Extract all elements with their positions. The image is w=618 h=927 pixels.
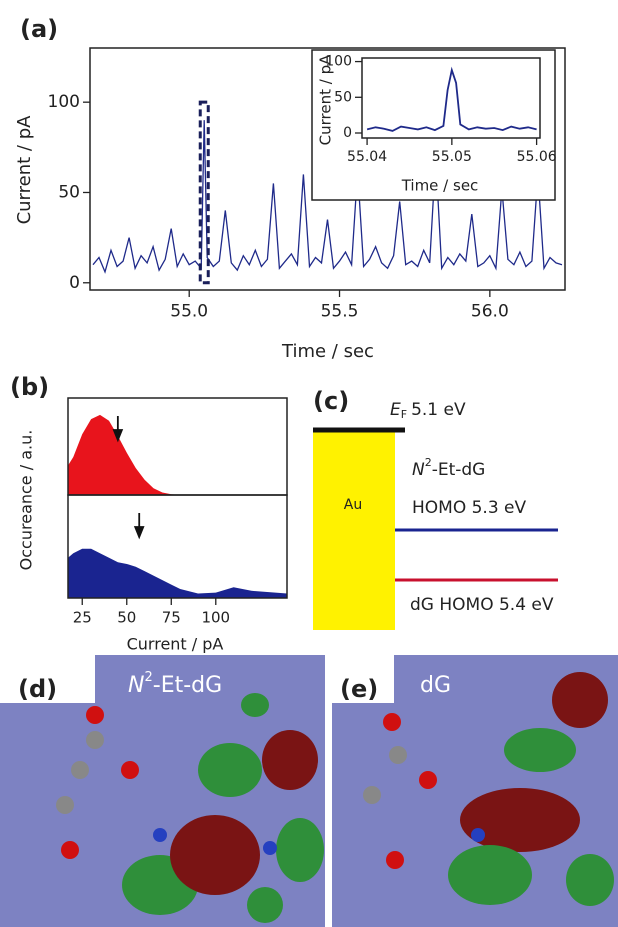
y-tick-label: 0: [69, 273, 80, 293]
atom: [71, 761, 89, 779]
y-tick-label: 50: [334, 89, 352, 105]
x-tick-label: 55.04: [347, 149, 387, 165]
molecule-text: -Et-dG: [153, 673, 222, 698]
panel-label: (d): [18, 675, 57, 703]
arrow: [135, 513, 143, 537]
orbital-lobe: [460, 788, 580, 852]
orbital-lobe: [262, 730, 318, 790]
area: [68, 415, 287, 495]
atom: [153, 828, 167, 842]
panel-label: (c): [313, 387, 349, 415]
fermi-label: EF 5.1 eV: [390, 400, 466, 421]
metal-block: [313, 430, 395, 630]
molecule-label: N2-Et-dG: [412, 456, 485, 480]
energy-level-label: HOMO 5.3 eV: [412, 498, 527, 518]
molecule-text: -Et-dG: [432, 460, 486, 480]
atom: [419, 771, 437, 789]
orbital-lobe: [504, 728, 576, 772]
molecule-name: N2-Et-dG: [128, 670, 222, 699]
orbital-lobe: [566, 854, 614, 906]
fermi-subscript: F: [401, 408, 407, 421]
energy-level-label: dG HOMO 5.4 eV: [410, 595, 554, 615]
atom: [56, 796, 74, 814]
fermi-symbol: E: [390, 400, 401, 420]
y-tick-label: 100: [48, 92, 80, 112]
orbital-panel: (d) N2-Et-dG (e) dG: [0, 655, 618, 927]
orbital-lobe: [247, 887, 283, 923]
atom: [363, 786, 381, 804]
y-axis-label: Current / pA: [14, 115, 35, 225]
panel-label: (e): [340, 675, 378, 703]
x-axis-label: Current / pA: [127, 635, 224, 654]
orbital-lobe: [276, 818, 324, 882]
molecule-symbol: N: [412, 460, 425, 480]
x-tick-label: 100: [201, 609, 230, 627]
x-tick-label: 55.5: [321, 302, 359, 322]
orbital-lobe: [198, 743, 262, 797]
atom: [86, 731, 104, 749]
orbital-lobe: [241, 693, 269, 717]
molecule-name: dG: [420, 673, 451, 698]
atom: [263, 841, 277, 855]
atom: [121, 761, 139, 779]
orbital-lobe: [552, 672, 608, 728]
x-axis-label: Time / sec: [281, 341, 374, 362]
atom: [389, 746, 407, 764]
fermi-text: 5.1 eV: [411, 400, 466, 420]
y-tick-label: 50: [58, 182, 80, 202]
x-tick-label: 75: [162, 609, 181, 627]
atom: [61, 841, 79, 859]
atom: [471, 828, 485, 842]
y-axis-label: Occureance / a.u.: [17, 430, 36, 571]
figure: (c) Au EF5.1 eV N2-Et-dG (d) N2-Et-dG (e…: [0, 0, 618, 927]
x-tick-label: 55.06: [517, 149, 557, 165]
y-axis-label: Current / pA: [317, 54, 335, 145]
atom: [386, 851, 404, 869]
orbital-lobe: [170, 815, 260, 895]
molecule-symbol: N: [128, 673, 144, 698]
x-tick-label: 56.0: [471, 302, 509, 322]
x-tick-label: 25: [73, 609, 92, 627]
x-tick-label: 55.0: [170, 302, 208, 322]
y-tick-label: 0: [343, 125, 352, 141]
x-tick-label: 55.05: [432, 149, 472, 165]
panel-label: (b): [10, 373, 49, 401]
area: [68, 549, 287, 598]
molecule-superscript: 2: [425, 456, 432, 469]
panel-label: (a): [20, 15, 58, 43]
x-tick-label: 50: [117, 609, 136, 627]
orbital-lobe: [448, 845, 532, 905]
x-axis-label: Time / sec: [401, 177, 479, 195]
molecule-superscript: 2: [144, 670, 152, 685]
metal-label: Au: [344, 497, 362, 513]
atom: [86, 706, 104, 724]
atom: [383, 713, 401, 731]
